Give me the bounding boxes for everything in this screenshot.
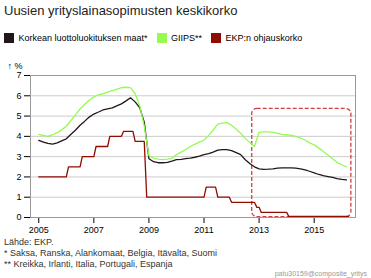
svg-text:6: 6 (16, 90, 21, 100)
svg-text:7: 7 (16, 70, 21, 80)
html-text:Lähde: EKP.: Lähde: EKP. (4, 236, 54, 247)
svg-text:1: 1 (16, 192, 21, 202)
html-text:GIIPS**: GIIPS** (171, 32, 203, 43)
svg-text:5: 5 (16, 110, 21, 120)
html-text:Uusien yrityslainasopimusten k: Uusien yrityslainasopimusten keskikorko (4, 3, 238, 18)
svg-text:0: 0 (16, 212, 21, 222)
svg-text:2007: 2007 (84, 224, 104, 234)
svg-text:2015: 2015 (304, 224, 324, 234)
svg-text:2013: 2013 (249, 224, 269, 234)
svg-text:4: 4 (16, 131, 21, 141)
svg-text:2005: 2005 (29, 224, 49, 234)
html-text:EKP:n ohjauskorko: EKP:n ohjauskorko (225, 32, 303, 43)
svg-text:2009: 2009 (139, 224, 159, 234)
html-text:patu30159@composite_yritys: patu30159@composite_yritys (274, 269, 367, 277)
svg-text:↑ %: ↑ % (8, 60, 23, 70)
svg-text:2: 2 (16, 171, 21, 181)
html-text:** Kreikka, Irlanti, Italia, P: ** Kreikka, Irlanti, Italia, Portugali, … (4, 258, 173, 269)
html-text:Korkean luottoluokituksen maat: Korkean luottoluokituksen maat* (18, 32, 148, 43)
svg-text:3: 3 (16, 151, 21, 161)
html-text:* Saksa, Ranska, Alankomaat, B: * Saksa, Ranska, Alankomaat, Belgia, Itä… (4, 247, 218, 258)
svg-text:2011: 2011 (194, 224, 213, 234)
